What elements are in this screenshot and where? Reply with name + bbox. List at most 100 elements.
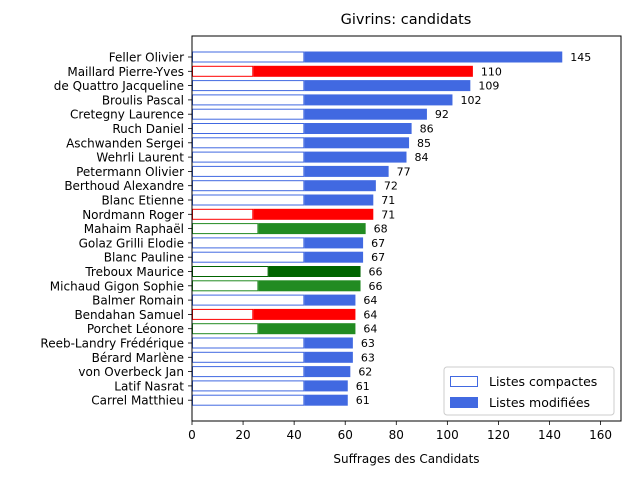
compact-bar (192, 394, 305, 406)
candidate-bar (192, 308, 356, 320)
candidate-bar (192, 366, 351, 378)
value-label: 86 (420, 123, 434, 136)
compact-bar (192, 194, 305, 206)
compact-bar (192, 94, 305, 106)
modified-bar (268, 266, 361, 277)
modified-bar (304, 123, 412, 134)
value-label: 64 (363, 294, 377, 307)
compact-bar (192, 323, 259, 335)
compact-bar (192, 165, 305, 177)
plot-frame (191, 35, 622, 422)
candidate-bar (192, 351, 353, 363)
value-label: 67 (371, 237, 385, 250)
value-label: 64 (363, 323, 377, 336)
chart-title: Givrins: candidats (341, 12, 472, 28)
candidate-name: Latif Nasrat (114, 379, 184, 393)
value-label: 66 (369, 266, 383, 279)
compact-bar (192, 251, 305, 263)
candidate-name: Porchet Léonore (87, 322, 184, 336)
compact-bar (192, 151, 305, 163)
compact-bar (192, 337, 305, 349)
candidate-name: Balmer Romain (92, 294, 184, 308)
candidate-name: Blanc Etienne (101, 194, 184, 208)
candidate-name: Carrel Matthieu (91, 394, 184, 408)
candidate-bar (192, 180, 376, 192)
candidate-bar (192, 208, 374, 220)
x-tick-label: 100 (436, 428, 459, 442)
candidate-bar (192, 223, 366, 235)
modified-bar (304, 137, 410, 149)
candidate-name: Nordmann Roger (82, 208, 184, 222)
candidate-name: Bendahan Samuel (74, 308, 184, 322)
x-tick-label: 120 (487, 428, 510, 442)
value-label: 72 (384, 180, 398, 193)
modified-bar (304, 337, 353, 349)
x-axis: 0 20 40 60 80 100 120 140 160 (188, 421, 612, 442)
candidate-bar (192, 80, 471, 92)
modified-bar (304, 80, 471, 92)
modified-bar (258, 323, 356, 335)
modified-bar (304, 251, 364, 263)
legend-swatch-compact (450, 376, 478, 387)
modified-bar (304, 366, 351, 378)
x-axis-label: Suffrages des Candidats (333, 452, 479, 466)
candidate-name: Maillard Pierre-Yves (67, 65, 184, 79)
compact-bar (192, 266, 269, 277)
modified-bar (304, 51, 563, 63)
x-tick-label: 80 (389, 428, 404, 442)
modified-bar (304, 165, 389, 177)
candidate-name: Feller Olivier (109, 51, 184, 65)
legend-swatch-modified (450, 397, 478, 408)
value-label: 66 (369, 280, 383, 293)
candidate-name: Treboux Maurice (84, 265, 184, 279)
value-label: 63 (361, 351, 375, 364)
modified-bar (304, 94, 453, 106)
compact-bar (192, 180, 305, 192)
value-label: 85 (417, 137, 431, 150)
candidate-bar (192, 165, 389, 177)
x-tick-label: 40 (287, 428, 302, 442)
compact-bar (192, 137, 305, 149)
candidate-bar (192, 108, 427, 120)
candidate-name: Ruch Daniel (112, 122, 184, 136)
compact-bar (192, 351, 305, 363)
compact-bar (192, 366, 305, 378)
modified-bar (304, 351, 353, 363)
value-label: 92 (435, 108, 449, 121)
value-label: 61 (356, 394, 370, 407)
compact-bar (192, 237, 305, 249)
compact-bar (192, 108, 305, 120)
value-label: 67 (371, 251, 385, 264)
compact-bar (192, 80, 305, 92)
value-label: 64 (363, 308, 377, 321)
candidate-bar (192, 65, 473, 77)
compact-bar (192, 65, 254, 77)
candidate-name: Broulis Pascal (102, 93, 184, 107)
modified-bar (253, 65, 473, 77)
modified-bar (304, 151, 407, 163)
modified-bar (304, 180, 376, 192)
candidate-name: Blanc Pauline (104, 251, 184, 265)
candidate-name: Mahaim Raphaël (84, 222, 184, 236)
candidate-name: Michaud Gigon Sophie (50, 279, 184, 293)
compact-bar (192, 123, 305, 134)
candidate-bar (192, 323, 356, 335)
candidate-name: Bérard Marlène (92, 351, 184, 365)
value-label: 110 (481, 65, 502, 78)
candidate-name: Petermann Olivier (76, 165, 184, 179)
modified-bar (304, 294, 356, 306)
candidate-name: Reeb-Landry Frédérique (40, 337, 184, 351)
value-label: 71 (381, 208, 395, 221)
candidate-bar (192, 266, 361, 277)
modified-bar (253, 308, 356, 320)
modified-bar (304, 108, 427, 120)
candidate-name: Berthoud Alexandre (64, 179, 184, 193)
modified-bar (304, 194, 374, 206)
value-label: 77 (397, 165, 411, 178)
value-label: 62 (358, 366, 372, 379)
candidate-bar (192, 280, 361, 292)
candidate-bar (192, 94, 453, 106)
candidate-bar (192, 51, 563, 63)
value-label: 63 (361, 337, 375, 350)
